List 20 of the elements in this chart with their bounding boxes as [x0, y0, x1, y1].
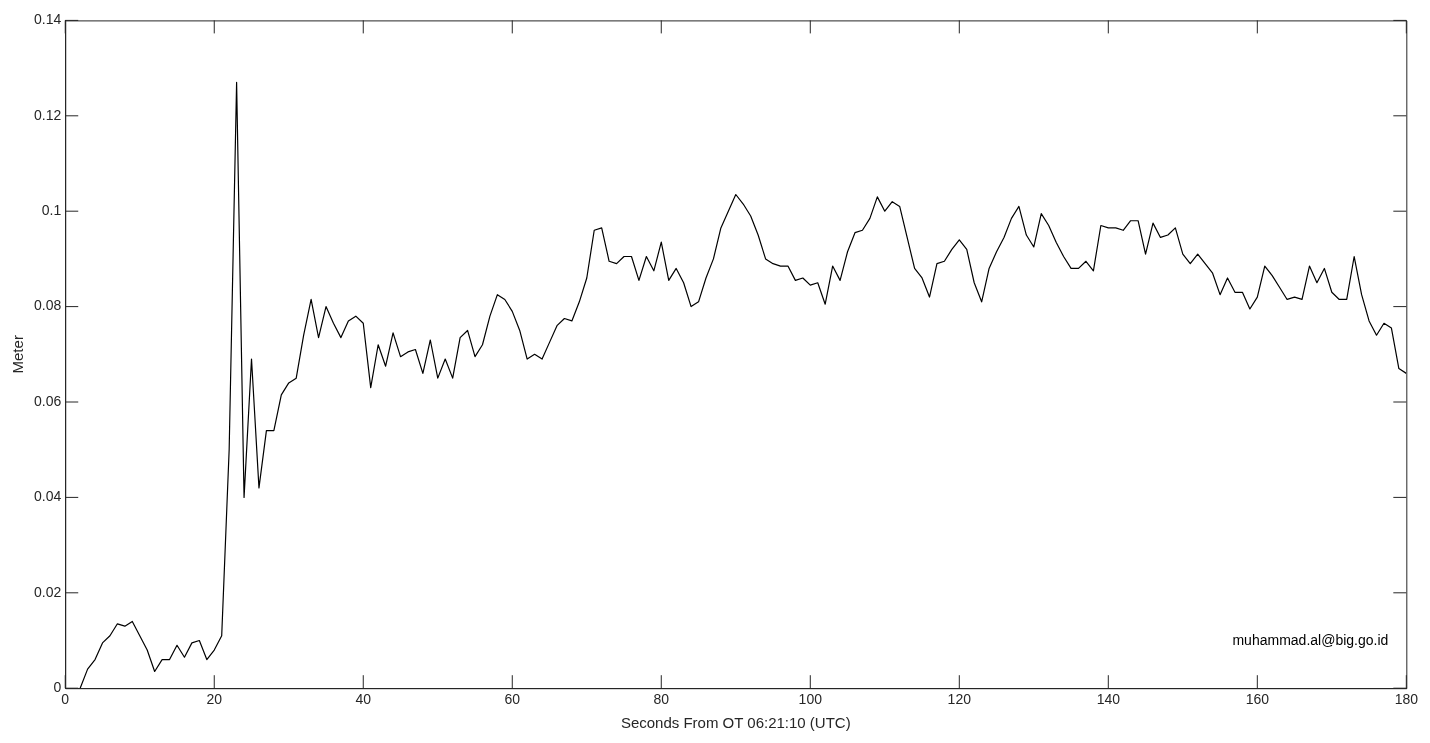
y-tick-label: 0.08 — [34, 297, 62, 314]
x-tick-label: 40 — [355, 691, 372, 708]
y-tick-label: 0.12 — [34, 106, 62, 123]
x-axis-title: Seconds From OT 06:21:10 (UTC) — [620, 714, 851, 732]
x-tick-label: 80 — [653, 691, 670, 708]
annotation: muhammad.al@big.go.id — [1232, 632, 1389, 649]
y-tick-label: 0.02 — [34, 583, 62, 600]
y-axis-title: Meter — [9, 335, 27, 374]
x-tick-label: 160 — [1245, 691, 1270, 708]
y-tick-label: 0.1 — [41, 202, 62, 219]
x-tick-label: 60 — [504, 691, 521, 708]
x-tick-label: 20 — [206, 691, 223, 708]
x-tick-label: 140 — [1096, 691, 1121, 708]
y-tick-label: 0.04 — [34, 488, 62, 505]
x-tick-label: 120 — [947, 691, 972, 708]
x-tick-label: 100 — [798, 691, 823, 708]
y-tick-label: 0.06 — [34, 392, 62, 409]
y-tick-label: 0 — [53, 679, 62, 696]
y-tick-label: 0.14 — [34, 11, 62, 28]
x-tick-label: 180 — [1394, 691, 1419, 708]
